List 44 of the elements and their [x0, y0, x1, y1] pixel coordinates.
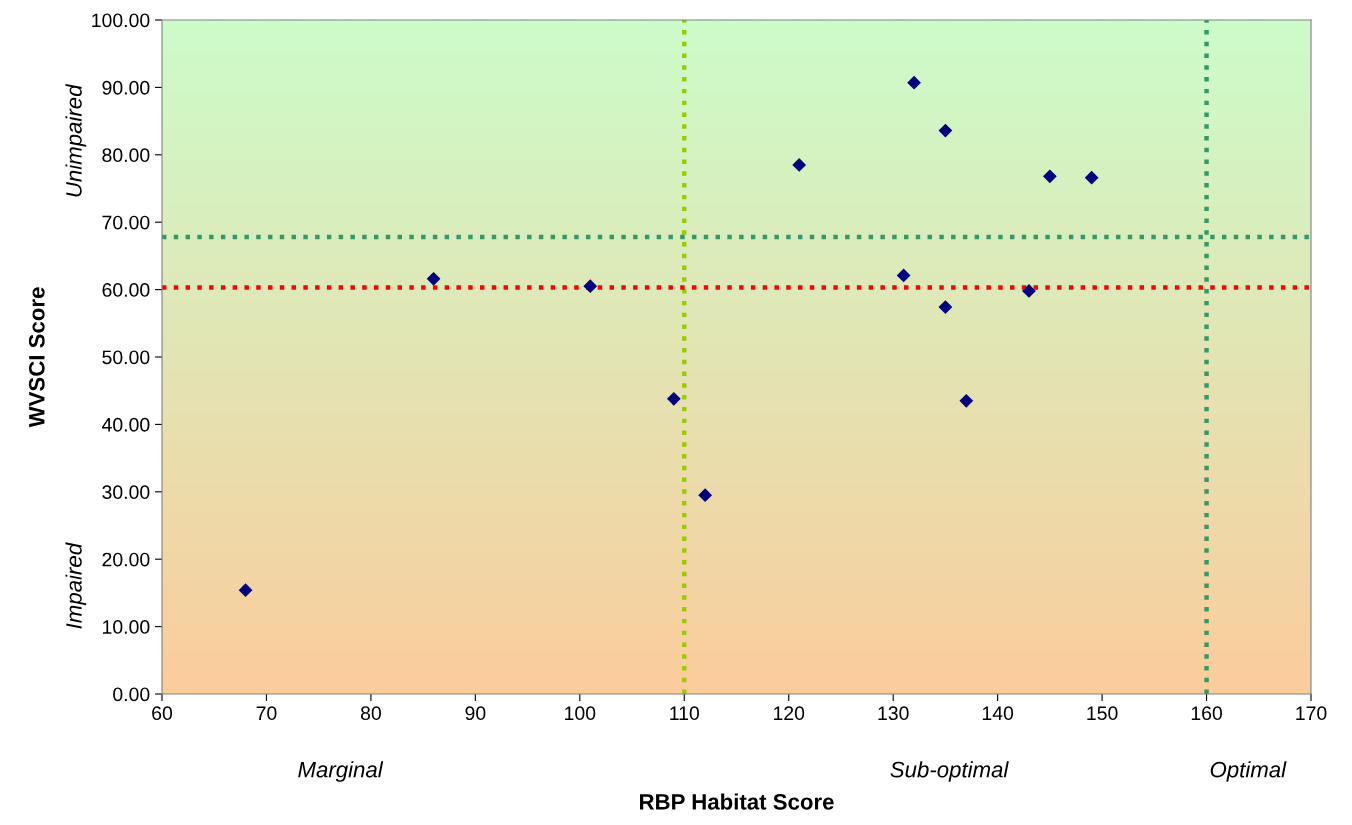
point [698, 488, 712, 502]
x-tick-label: 130 [878, 706, 909, 721]
point [792, 158, 806, 172]
x-tick-label: 90 [465, 706, 486, 721]
point [907, 76, 921, 90]
x-tick-label: 110 [670, 706, 700, 721]
text: Impaired [65, 542, 87, 629]
point [1085, 171, 1099, 185]
x-tick-label: 70 [256, 706, 277, 721]
y-tick-label: 100.00 [92, 13, 150, 28]
y-axis-title: WVSCI Score [28, 287, 45, 428]
x-axis-title: RBP Habitat Score [640, 793, 834, 810]
text: Unimpaired [65, 83, 87, 197]
y-tick-label: 40.00 [101, 417, 150, 432]
y-tick-label: 10.00 [103, 620, 150, 634]
y-tick-label: 50.00 [102, 350, 150, 365]
point [959, 394, 973, 408]
point [583, 279, 597, 293]
x-tick-label: 140 [982, 706, 1014, 721]
y-tick-label: 80.00 [102, 148, 150, 163]
point [897, 268, 911, 283]
y-tick-label: 0.00 [113, 687, 150, 702]
point [238, 583, 253, 597]
point [1043, 169, 1057, 183]
point [938, 300, 952, 314]
x-tick-label: 150 [1087, 706, 1118, 721]
text: Marginal [298, 761, 384, 782]
point [1022, 284, 1036, 298]
x-tick-label: 80 [360, 706, 381, 721]
y-tick-label: 70.00 [102, 215, 150, 230]
y-tick-label: 30.00 [102, 485, 150, 500]
x-tick-label: 60 [152, 706, 173, 721]
x-tick-label: 160 [1191, 706, 1223, 721]
y-tick-label: 20.00 [102, 552, 150, 567]
x-tick-label: 170 [1296, 706, 1327, 721]
text: Optimal [1210, 761, 1287, 782]
point [667, 392, 681, 406]
point [938, 123, 952, 138]
x-tick-label: 120 [773, 706, 805, 721]
point [426, 272, 441, 286]
y-tick-label: 90.00 [102, 80, 150, 95]
text: Sub-optimal [890, 761, 1009, 782]
x-tick-label: 100 [565, 706, 596, 721]
y-tick-label: 60.00 [102, 283, 150, 297]
